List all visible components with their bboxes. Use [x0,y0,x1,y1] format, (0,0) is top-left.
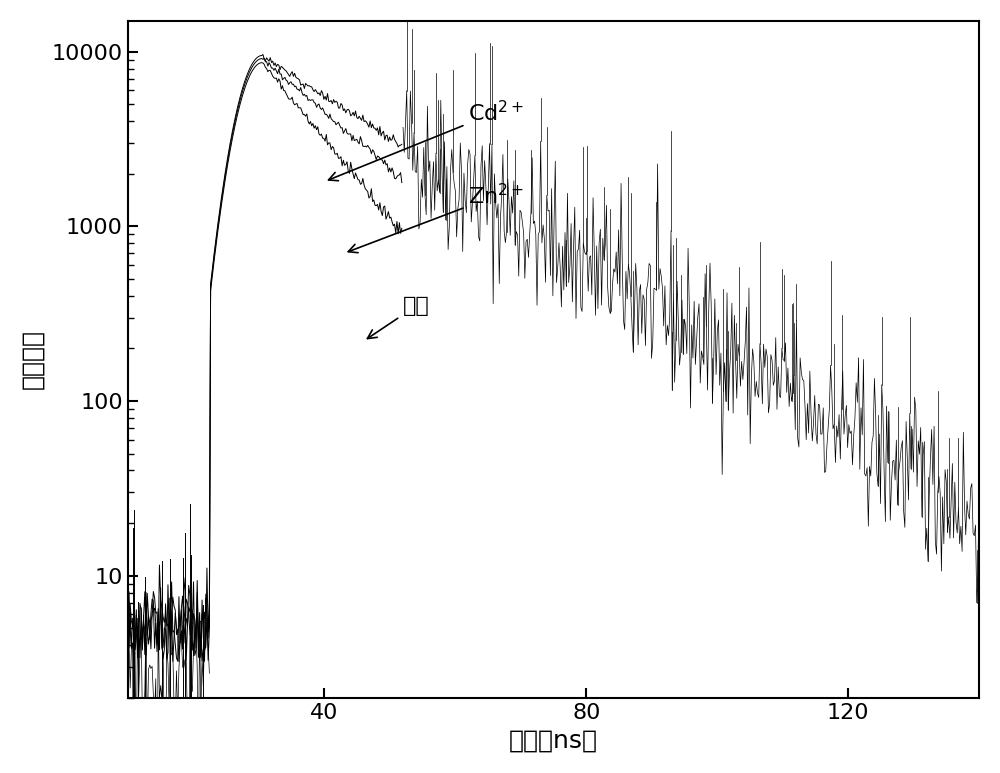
Y-axis label: 计数强度: 计数强度 [21,329,45,390]
Text: Zn$^{2+}$: Zn$^{2+}$ [348,183,524,253]
X-axis label: 时间（ns）: 时间（ns） [509,728,598,752]
Text: Cd$^{2+}$: Cd$^{2+}$ [329,100,525,181]
Text: 空白: 空白 [367,296,430,339]
